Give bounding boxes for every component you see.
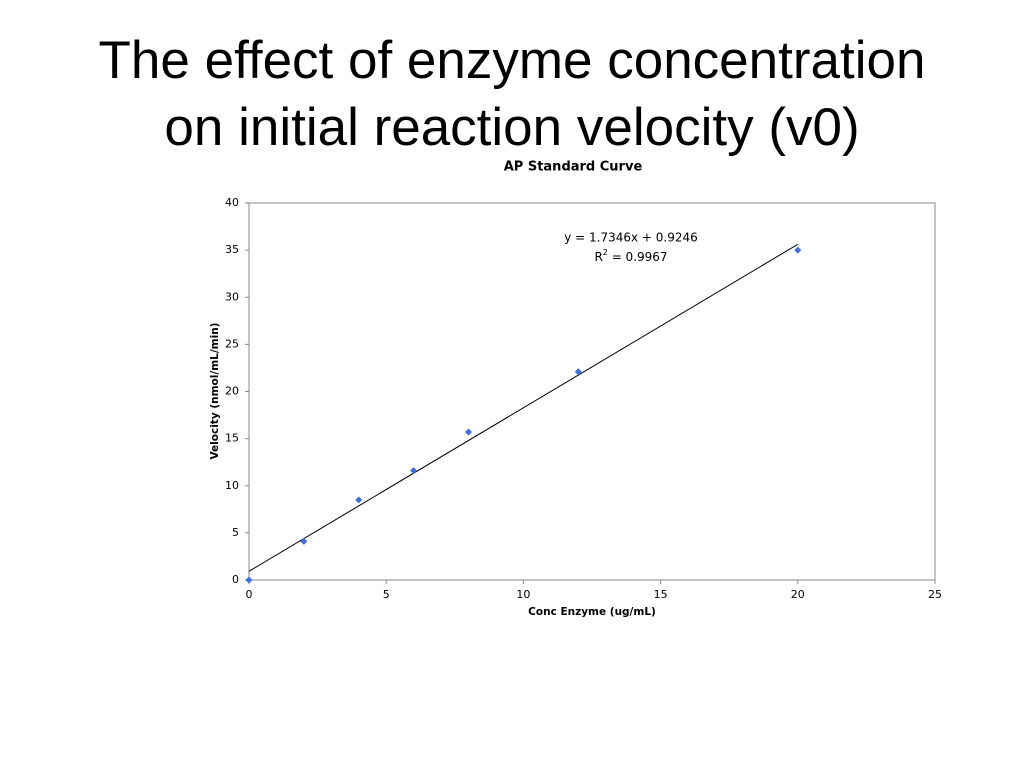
y-tick-label: 30 (225, 290, 239, 303)
chart-title: AP Standard Curve (504, 160, 643, 175)
r-squared: R2 = 0.9967 (594, 248, 667, 264)
data-point (574, 368, 582, 376)
y-tick-label: 25 (225, 337, 239, 350)
y-tick-label: 10 (225, 479, 239, 492)
x-tick-label: 25 (928, 588, 942, 601)
data-point (410, 467, 418, 475)
slide-title: The effect of enzyme concentration (99, 31, 926, 90)
data-point (465, 428, 473, 436)
y-tick-label: 0 (232, 573, 239, 586)
y-tick-label: 20 (225, 385, 239, 398)
y-tick-label: 5 (232, 526, 239, 539)
trendline (248, 243, 799, 572)
slide-title: on initial reaction velocity (v0) (164, 98, 859, 157)
x-tick-label: 5 (383, 588, 390, 601)
y-tick-label: 40 (225, 196, 239, 209)
data-point (300, 537, 308, 545)
x-axis-label: Conc Enzyme (ug/mL) (528, 606, 656, 618)
x-tick-label: 10 (516, 588, 530, 601)
r-squared-value: = 0.9967 (608, 250, 668, 264)
r-squared-superscript: 2 (603, 248, 608, 257)
data-point (355, 496, 363, 504)
x-tick-label: 0 (246, 588, 253, 601)
r-squared-symbol: R (594, 250, 602, 264)
x-tick-label: 15 (654, 588, 668, 601)
y-axis-label: Velocity (nmol/mL/min) (209, 323, 221, 460)
trendline-equation: y = 1.7346x + 0.9246 (564, 231, 698, 245)
data-point (794, 246, 802, 254)
plot-area (248, 202, 936, 581)
x-tick-label: 20 (791, 588, 805, 601)
y-tick-label: 35 (225, 243, 239, 256)
data-point (245, 576, 253, 584)
y-tick-label: 15 (225, 432, 239, 445)
